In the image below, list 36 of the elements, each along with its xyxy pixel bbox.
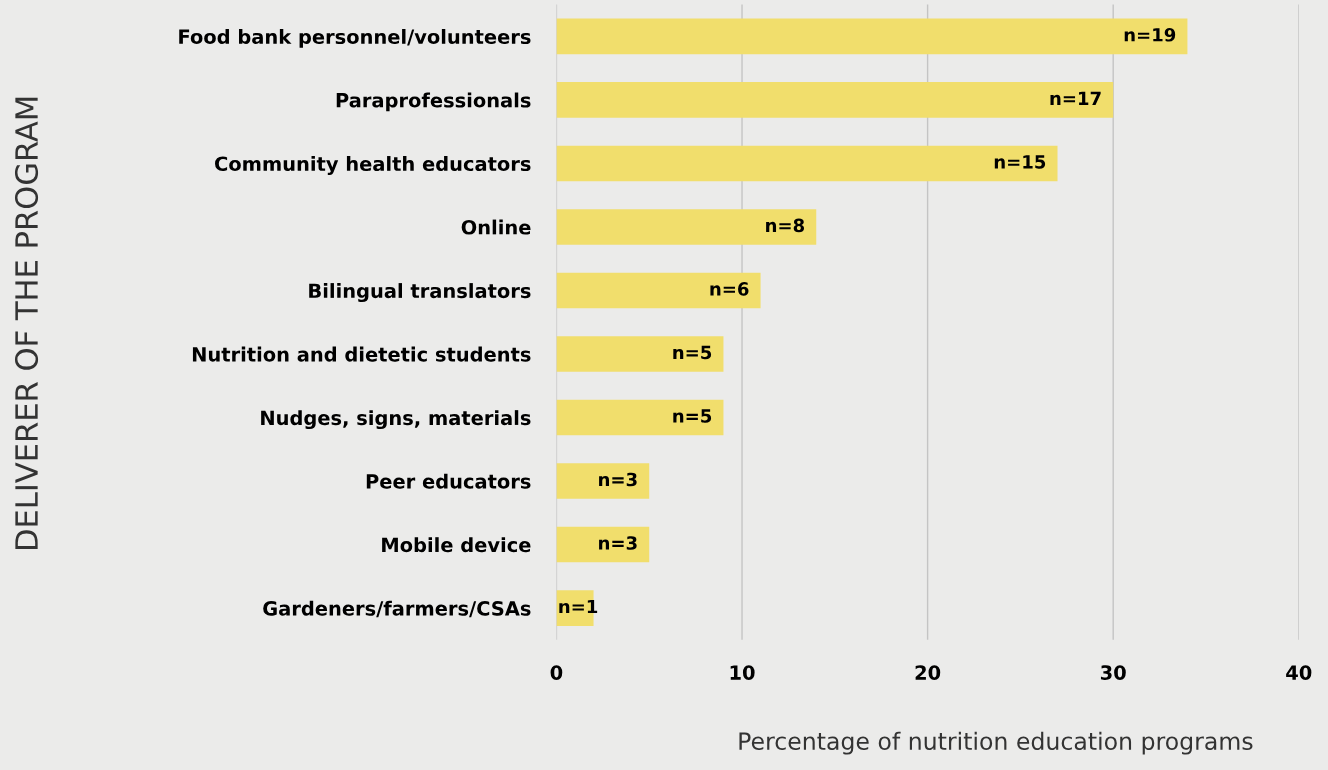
x-axis-title: Percentage of nutrition education programs: [739, 731, 1253, 755]
bar: [556, 145, 1058, 182]
annotation: n=3: [599, 472, 637, 487]
y-tick-label: Food bank personnel/volunteers: [179, 29, 531, 48]
y-tick-label: Nutrition and dietetic students: [192, 346, 531, 362]
annotation: n=5: [673, 345, 712, 360]
bar: [556, 18, 1188, 55]
annotation: n=5: [673, 409, 712, 423]
y-tick-label: Mobile device: [382, 537, 531, 553]
bar: [556, 399, 724, 436]
y-tick-label: Gardeners/farmers/CSAs: [263, 600, 531, 618]
bar: [556, 336, 724, 372]
x-tick-label: 0: [550, 665, 563, 680]
y-axis-title: DELIVERER OF THE PROGRAM: [14, 97, 39, 550]
annotation: n=3: [599, 536, 637, 550]
y-tick-label: Community health educators: [215, 156, 531, 176]
annotation: n=19: [1124, 27, 1176, 42]
x-tick-label: 40: [1286, 665, 1312, 680]
bar: [556, 209, 817, 245]
annotation: n=1: [559, 599, 598, 614]
bar: [556, 272, 761, 309]
y-tick-label: Nudges, signs, materials: [261, 410, 531, 430]
y-tick-label: Bilingual translators: [309, 283, 531, 303]
bar: [556, 82, 1114, 118]
y-tick-label: Peer educators: [366, 473, 531, 489]
annotation: n=8: [766, 218, 805, 233]
bar: [556, 526, 650, 563]
annotation: n=17: [1050, 91, 1101, 105]
y-tick-label: Online: [461, 219, 531, 235]
annotation: n=15: [994, 155, 1046, 169]
y-tick-label: Paraprofessionals: [336, 92, 531, 112]
x-tick-label: 30: [1100, 665, 1126, 680]
annotation: n=6: [710, 282, 749, 296]
x-tick-label: 10: [730, 665, 755, 680]
x-tick-label: 20: [915, 665, 941, 680]
bar: [556, 463, 650, 499]
